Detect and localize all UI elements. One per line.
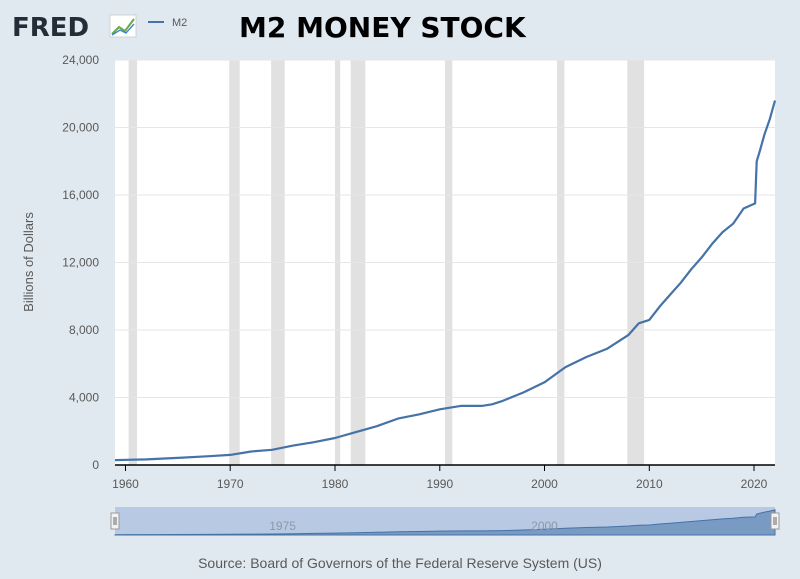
navigator-series-area [114,509,776,536]
y-tick-labels: 0 4,000 8,000 12,000 16,000 20,000 24,000 [62,53,99,472]
y-axis-label: Billions of Dollars [21,212,36,312]
x-tick-labels: 1960 1970 1980 1990 2000 2010 2020 [112,465,768,491]
y-tick-label: 16,000 [62,188,99,202]
navigator-labels: 1975 2000 [269,519,558,533]
x-tick-label: 2000 [531,477,558,491]
range-navigator[interactable]: 1975 2000 [110,507,780,536]
x-tick-label: 1960 [112,477,139,491]
x-tick-label: 2010 [636,477,663,491]
chart-title: M2 MONEY STOCK [239,11,527,44]
fred-logo-text: FRED [12,13,89,43]
legend[interactable]: M2 [148,17,187,29]
grid-lines [115,59,775,398]
y-tick-label: 24,000 [62,53,99,67]
y-tick-label: 20,000 [62,121,99,135]
series-layer [114,100,777,462]
y-tick-label: 12,000 [62,256,99,270]
series-line-m2[interactable] [114,100,777,462]
x-tick-label: 1970 [217,477,244,491]
navigator-label: 2000 [531,519,558,533]
legend-label: M2 [172,17,187,29]
grip-handle-icon [773,517,777,525]
source-note: Source: Board of Governors of the Federa… [198,555,602,571]
grip-handle-icon [113,517,117,525]
fred-chart-logo-icon [109,14,137,38]
navigator-handle-right[interactable] [770,512,780,530]
navigator-label: 1975 [269,519,296,533]
y-tick-label: 4,000 [69,391,99,405]
x-tick-label: 1980 [322,477,349,491]
y-tick-label: 0 [92,458,99,472]
navigator-handle-left[interactable] [110,512,120,530]
fred-logo[interactable]: FRED [12,13,137,43]
x-tick-label: 1990 [426,477,453,491]
x-tick-label: 2020 [741,477,768,491]
y-tick-label: 8,000 [69,323,99,337]
